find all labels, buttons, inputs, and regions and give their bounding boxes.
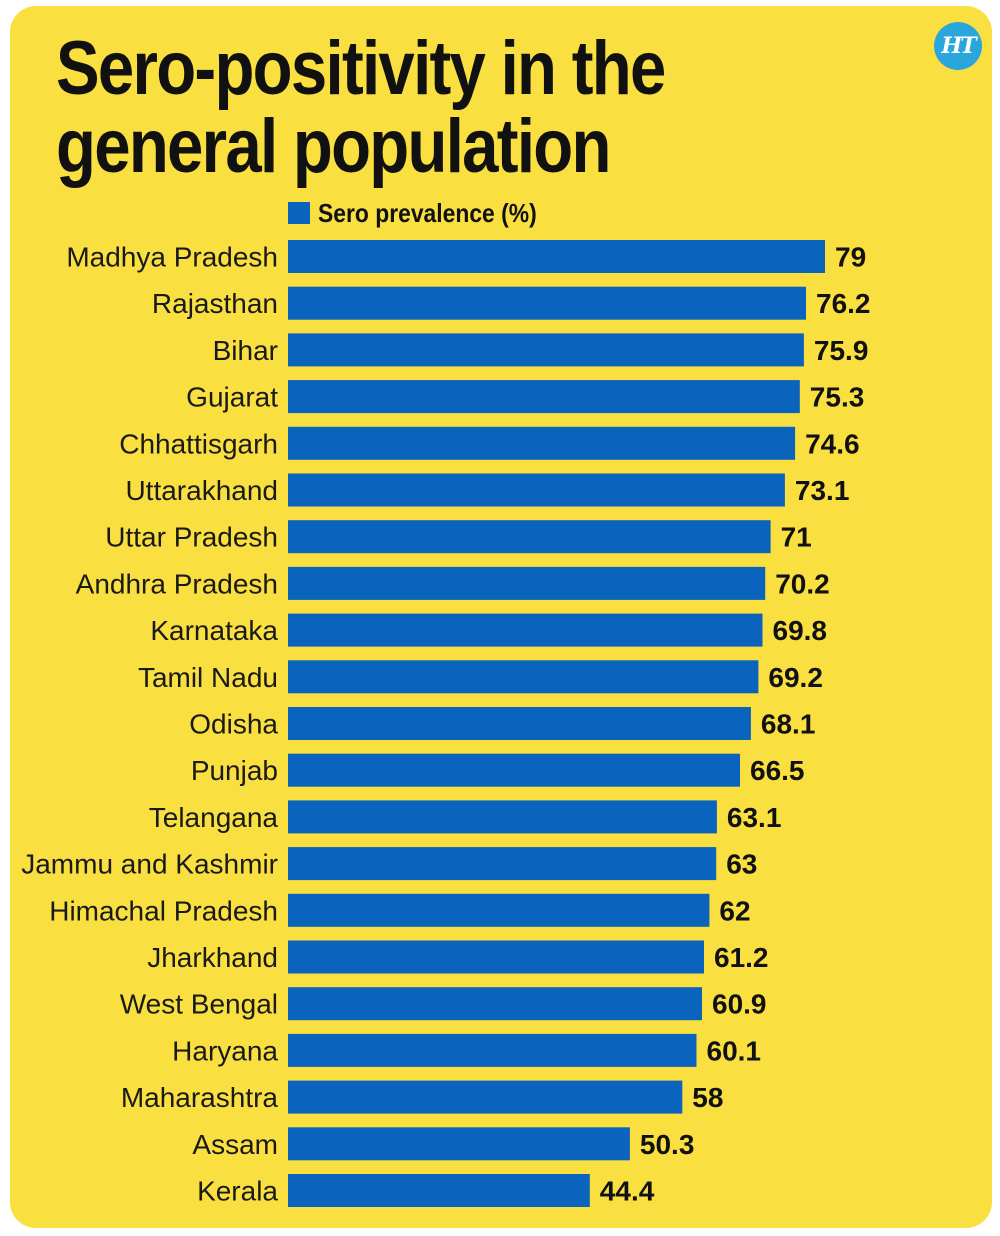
bar-kerala [288, 1174, 590, 1207]
value-label: 44.4 [600, 1176, 655, 1207]
category-label: Jharkhand [147, 942, 278, 973]
category-label: Assam [192, 1129, 278, 1160]
value-label: 69.8 [773, 615, 828, 646]
category-label: Haryana [172, 1035, 278, 1066]
value-label: 75.3 [810, 382, 865, 413]
bar-tamil-nadu [288, 660, 759, 694]
value-label: 58 [692, 1082, 723, 1113]
bar-bihar [288, 333, 804, 367]
category-label: Andhra Pradesh [76, 568, 278, 599]
value-label: 60.1 [707, 1035, 762, 1066]
value-label: 79 [835, 242, 866, 273]
bar-andhra-pradesh [288, 566, 766, 600]
ht-logo: HT [934, 22, 982, 70]
category-label: Bihar [213, 335, 278, 366]
category-label: Rajasthan [152, 288, 278, 319]
bar-maharashtra [288, 1080, 683, 1114]
bar-rajasthan [288, 286, 806, 320]
value-label: 68.1 [761, 709, 816, 740]
category-label: Gujarat [186, 382, 278, 413]
value-label: 66.5 [750, 755, 805, 786]
category-label: Uttarakhand [125, 475, 278, 506]
category-label: Kerala [197, 1176, 278, 1207]
bar-gujarat [288, 380, 800, 414]
value-label: 73.1 [795, 475, 850, 506]
category-label: Uttar Pradesh [105, 522, 278, 553]
category-label: Chhattisgarh [119, 428, 278, 459]
value-label: 63 [726, 849, 757, 880]
value-label: 71 [781, 522, 812, 553]
bar-uttarakhand [288, 473, 785, 507]
bar-west-bengal [288, 987, 702, 1021]
bar-madhya-pradesh [288, 240, 825, 273]
category-label: Maharashtra [121, 1082, 279, 1113]
value-label: 60.9 [712, 989, 767, 1020]
category-label: Tamil Nadu [138, 662, 278, 693]
value-label: 50.3 [640, 1129, 695, 1160]
bar-uttar-pradesh [288, 520, 771, 554]
category-label: Odisha [189, 709, 278, 740]
category-label: Punjab [191, 755, 278, 786]
category-label: Telangana [149, 802, 279, 833]
bar-assam [288, 1127, 630, 1161]
bar-karnataka [288, 613, 763, 647]
bar-odisha [288, 707, 751, 740]
category-label: Karnataka [150, 615, 278, 646]
value-label: 63.1 [727, 802, 782, 833]
bar-punjab [288, 753, 740, 787]
value-label: 74.6 [805, 428, 860, 459]
value-label: 70.2 [775, 568, 830, 599]
legend-label: Sero prevalence (%) [318, 197, 537, 228]
bar-haryana [288, 1033, 697, 1067]
category-label: Jammu and Kashmir [21, 849, 278, 880]
category-label: Madhya Pradesh [66, 242, 278, 273]
chart-title: Sero-positivity in the general populatio… [56, 26, 666, 189]
bar-jammu-and-kashmir [288, 847, 717, 881]
value-label: 76.2 [816, 288, 871, 319]
value-label: 75.9 [814, 335, 869, 366]
bar-jharkhand [288, 940, 704, 974]
category-label: West Bengal [120, 989, 278, 1020]
legend: Sero prevalence (%) [288, 198, 567, 228]
legend-swatch [288, 202, 310, 224]
bar-himachal-pradesh [288, 893, 710, 927]
bar-telangana [288, 800, 717, 834]
value-label: 62 [719, 895, 750, 926]
value-label: 69.2 [768, 662, 823, 693]
bar-chhattisgarh [288, 426, 796, 460]
value-label: 61.2 [714, 942, 769, 973]
category-label: Himachal Pradesh [49, 895, 278, 926]
